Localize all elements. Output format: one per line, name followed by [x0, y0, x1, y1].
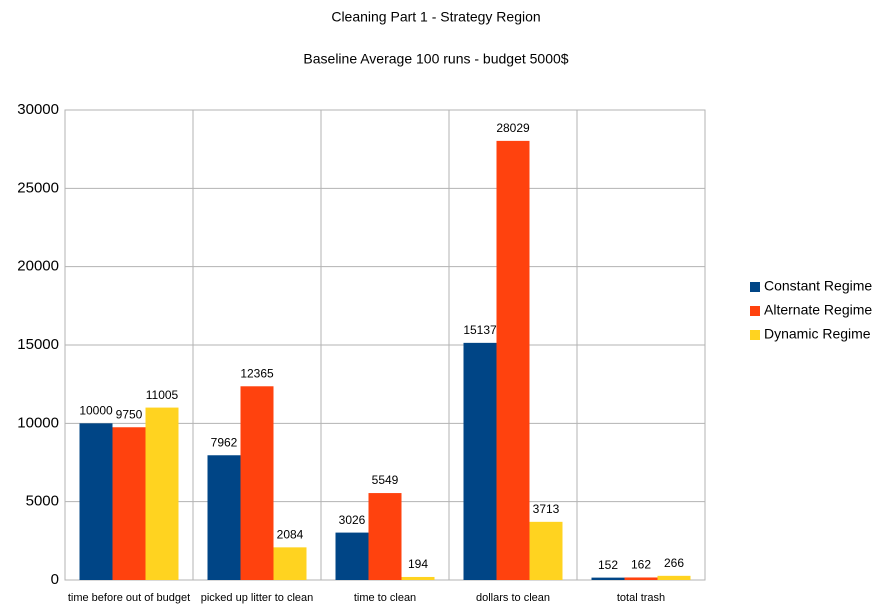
x-tick-label: dollars to clean: [476, 592, 550, 604]
bar: [145, 407, 179, 580]
value-label: 2084: [277, 528, 304, 542]
x-tick-label: time before out of budget: [68, 592, 190, 604]
value-label: 3026: [339, 513, 366, 527]
value-label: 11005: [146, 388, 179, 402]
y-tick-label: 0: [51, 571, 59, 588]
y-tick-label: 20000: [17, 258, 59, 275]
bar: [207, 455, 241, 580]
y-tick-label: 5000: [26, 493, 59, 510]
value-label: 12365: [240, 366, 274, 380]
value-label: 3713: [533, 502, 560, 516]
value-label: 5549: [372, 473, 399, 487]
bar: [624, 577, 658, 580]
bar: [335, 532, 369, 580]
bar: [529, 521, 563, 580]
x-tick-label: total trash: [617, 592, 665, 604]
bar: [79, 423, 113, 580]
value-label: 9750: [116, 407, 143, 421]
value-label: 28029: [496, 121, 530, 135]
bar: [240, 386, 274, 580]
x-tick-label: picked up litter to clean: [201, 592, 314, 604]
legend-swatch: [750, 330, 760, 340]
bar: [401, 576, 435, 580]
y-tick-label: 30000: [17, 101, 59, 118]
value-label: 7962: [211, 435, 238, 449]
legend-label: Constant Regime: [764, 278, 872, 294]
bar: [591, 577, 625, 580]
value-label: 194: [408, 557, 428, 571]
bar: [112, 427, 146, 580]
bar: [657, 575, 691, 580]
bar: [273, 547, 307, 580]
bar: [368, 493, 402, 580]
legend-label: Dynamic Regime: [764, 326, 871, 342]
value-label: 162: [631, 558, 651, 572]
value-label: 266: [664, 556, 684, 570]
chart-title: Cleaning Part 1 - Strategy Region: [331, 9, 540, 25]
x-tick-label: time to clean: [354, 592, 416, 604]
value-label: 15137: [463, 323, 497, 337]
value-label: 152: [598, 558, 618, 572]
bar: [496, 140, 530, 580]
value-label: 10000: [79, 404, 113, 418]
y-tick-label: 15000: [17, 336, 59, 353]
y-tick-label: 10000: [17, 414, 59, 431]
chart-subtitle: Baseline Average 100 runs - budget 5000$: [303, 51, 568, 67]
legend-swatch: [750, 306, 760, 316]
y-tick-label: 25000: [17, 179, 59, 196]
bar: [463, 342, 497, 580]
legend-swatch: [750, 282, 760, 292]
legend-label: Alternate Regime: [764, 302, 872, 318]
